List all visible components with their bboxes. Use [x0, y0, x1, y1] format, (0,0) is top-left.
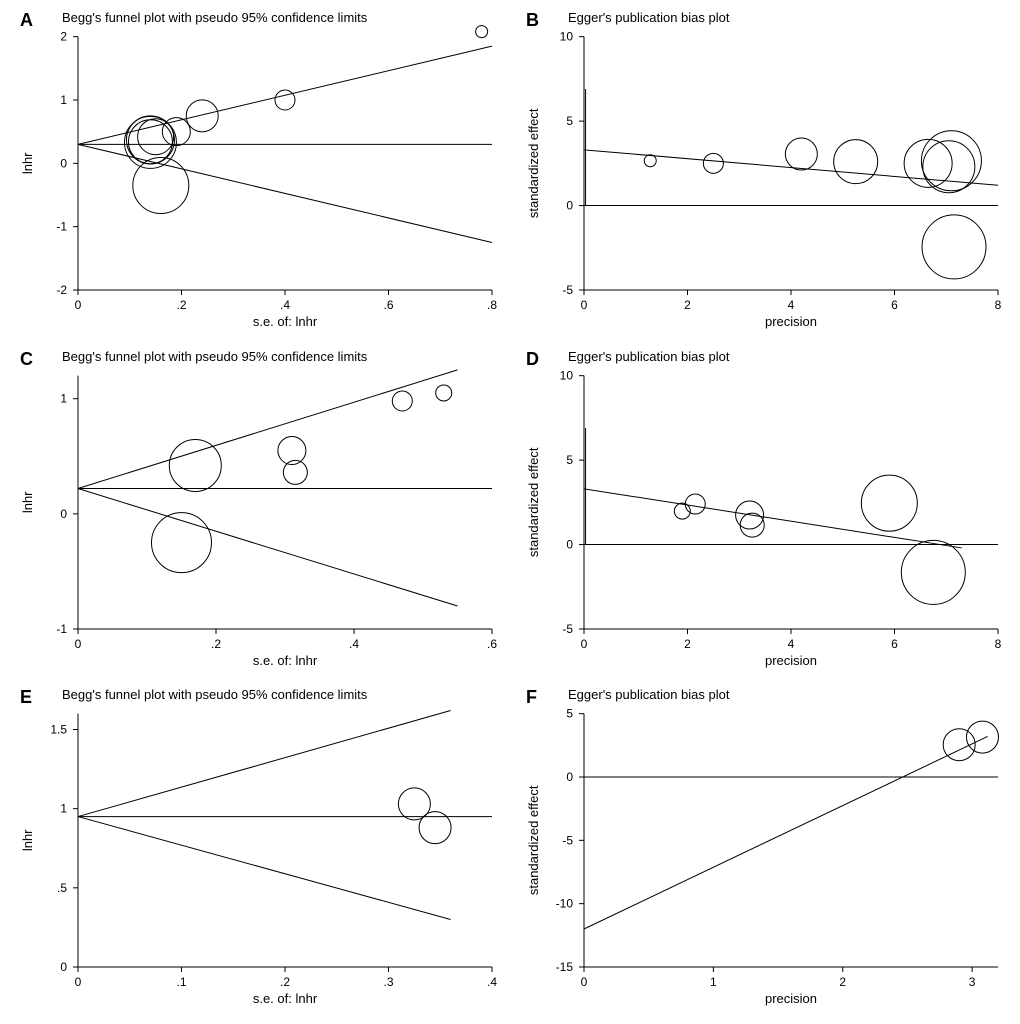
svg-text:0: 0	[581, 637, 588, 651]
svg-text:lnhr: lnhr	[20, 152, 35, 174]
svg-text:-5: -5	[562, 283, 573, 297]
svg-text:precision: precision	[765, 653, 817, 668]
svg-text:0: 0	[566, 770, 573, 784]
svg-text:-15: -15	[556, 960, 574, 974]
svg-text:3: 3	[969, 975, 976, 989]
svg-text:-1: -1	[56, 220, 67, 234]
svg-text:2: 2	[684, 298, 691, 312]
svg-text:8: 8	[995, 637, 1002, 651]
svg-text:10: 10	[560, 30, 574, 44]
svg-text:s.e. of: lnhr: s.e. of: lnhr	[253, 991, 318, 1006]
svg-text:5: 5	[566, 453, 573, 467]
svg-text:-10: -10	[556, 897, 574, 911]
svg-text:1: 1	[710, 975, 717, 989]
chart-svg: 0 2 4 6 8 -5 0 5 10 precision standardized effect	[510, 4, 1016, 343]
svg-text:precision: precision	[765, 314, 817, 329]
panel-F: FEgger's publication bias plot0123-15-10…	[510, 681, 1016, 1020]
svg-text:standardized effect: standardized effect	[526, 447, 541, 557]
svg-text:4: 4	[788, 298, 795, 312]
svg-text:.2: .2	[211, 637, 221, 651]
chart-svg: 0 .2 .4 .6 -1 0 1 s.e. of: lnhr lnhr	[4, 343, 510, 682]
svg-text:6: 6	[891, 298, 898, 312]
svg-text:0: 0	[60, 156, 67, 170]
svg-text:0: 0	[566, 199, 573, 213]
svg-text:s.e. of: lnhr: s.e. of: lnhr	[253, 314, 318, 329]
panel-D: DEgger's publication bias plot02468-5051…	[510, 343, 1016, 682]
svg-text:8: 8	[995, 298, 1002, 312]
svg-text:.4: .4	[280, 298, 290, 312]
svg-text:.2: .2	[176, 298, 186, 312]
svg-text:10: 10	[560, 368, 574, 382]
svg-text:-2: -2	[56, 283, 67, 297]
svg-text:6: 6	[891, 637, 898, 651]
svg-text:0: 0	[75, 975, 82, 989]
chart-svg: 0 .1 .2 .3 .4 0 .5 1 1.5 s.e. of: lnhr lnhr	[4, 681, 510, 1020]
svg-text:precision: precision	[765, 991, 817, 1006]
chart-svg: 0 .2 .4 .6 .8 -2 -1 0 1 2 s.e. of: lnhr lnhr	[4, 4, 510, 343]
svg-text:1.5: 1.5	[50, 723, 67, 737]
svg-text:1: 1	[60, 93, 67, 107]
svg-text:5: 5	[566, 114, 573, 128]
svg-text:0: 0	[75, 637, 82, 651]
svg-text:.6: .6	[487, 637, 497, 651]
svg-text:0: 0	[581, 298, 588, 312]
svg-text:.3: .3	[383, 975, 393, 989]
svg-text:-1: -1	[56, 622, 67, 636]
svg-text:0: 0	[581, 975, 588, 989]
svg-text:.6: .6	[383, 298, 393, 312]
svg-text:standardized effect: standardized effect	[526, 108, 541, 218]
svg-text:-5: -5	[562, 834, 573, 848]
svg-text:standardized effect: standardized effect	[526, 785, 541, 895]
svg-text:1: 1	[60, 391, 67, 405]
panel-E: EBegg's funnel plot with pseudo 95% conf…	[4, 681, 510, 1020]
svg-text:2: 2	[60, 30, 67, 44]
svg-text:1: 1	[60, 802, 67, 816]
chart-svg: 0 1 2 3 -15 -10 -5 0 5 precision standardized effe…	[510, 681, 1016, 1020]
svg-text:.1: .1	[176, 975, 186, 989]
svg-text:.4: .4	[487, 975, 497, 989]
svg-text:.4: .4	[349, 637, 359, 651]
panel-B: BEgger's publication bias plot02468-5051…	[510, 4, 1016, 343]
svg-text:0: 0	[60, 960, 67, 974]
svg-text:2: 2	[684, 637, 691, 651]
svg-text:lnhr: lnhr	[20, 829, 35, 851]
svg-text:.8: .8	[487, 298, 497, 312]
svg-text:0: 0	[75, 298, 82, 312]
svg-text:lnhr: lnhr	[20, 490, 35, 512]
svg-text:.2: .2	[280, 975, 290, 989]
svg-text:0: 0	[566, 537, 573, 551]
svg-text:s.e. of: lnhr: s.e. of: lnhr	[253, 653, 318, 668]
panel-C: CBegg's funnel plot with pseudo 95% conf…	[4, 343, 510, 682]
svg-text:0: 0	[60, 507, 67, 521]
chart-svg: 0 2 4 6 8 -5 0 5 10 precision standardized effect	[510, 343, 1016, 682]
svg-text:.5: .5	[57, 881, 67, 895]
panel-A: ABegg's funnel plot with pseudo 95% conf…	[4, 4, 510, 343]
svg-text:4: 4	[788, 637, 795, 651]
svg-text:2: 2	[839, 975, 846, 989]
svg-text:5: 5	[566, 707, 573, 721]
svg-text:-5: -5	[562, 622, 573, 636]
